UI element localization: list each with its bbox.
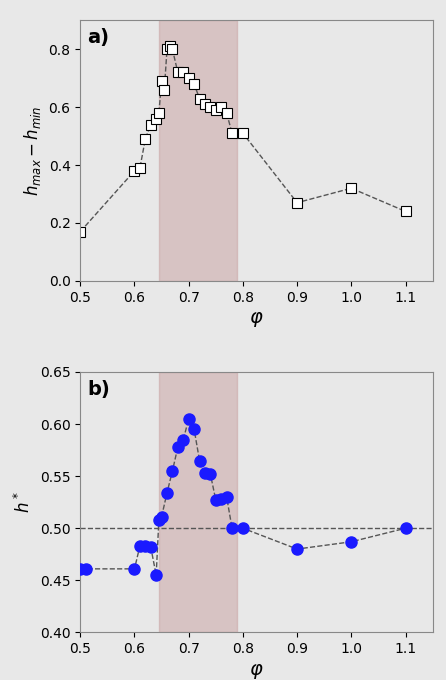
- Text: a): a): [87, 28, 109, 47]
- X-axis label: $\varphi$: $\varphi$: [249, 310, 264, 329]
- X-axis label: $\varphi$: $\varphi$: [249, 662, 264, 680]
- Y-axis label: $h^*$: $h^*$: [14, 492, 34, 513]
- Bar: [159, 20, 237, 281]
- Text: b): b): [87, 380, 110, 398]
- Y-axis label: $h_{max}-h_{min}$: $h_{max}-h_{min}$: [22, 105, 43, 196]
- Bar: [159, 372, 237, 632]
